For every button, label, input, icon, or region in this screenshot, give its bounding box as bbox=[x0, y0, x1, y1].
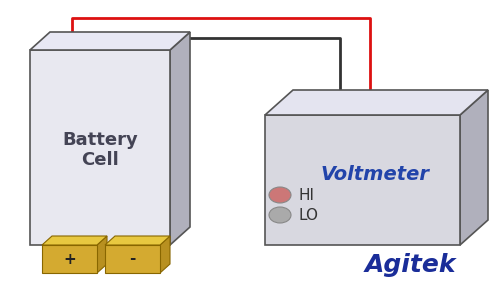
Text: +: + bbox=[63, 251, 76, 266]
Polygon shape bbox=[30, 50, 170, 245]
Polygon shape bbox=[42, 236, 107, 245]
Text: Voltmeter: Voltmeter bbox=[320, 166, 430, 184]
Polygon shape bbox=[265, 115, 460, 245]
Polygon shape bbox=[105, 245, 160, 273]
Ellipse shape bbox=[269, 187, 291, 203]
Polygon shape bbox=[265, 90, 488, 115]
Polygon shape bbox=[160, 236, 170, 273]
Polygon shape bbox=[170, 32, 190, 245]
Text: Agitek: Agitek bbox=[364, 253, 456, 277]
Polygon shape bbox=[460, 90, 488, 245]
Polygon shape bbox=[42, 245, 97, 273]
Text: LO: LO bbox=[298, 208, 318, 223]
Text: -: - bbox=[130, 251, 136, 266]
Text: HI: HI bbox=[298, 188, 314, 202]
Text: Battery
Cell: Battery Cell bbox=[62, 130, 138, 170]
Ellipse shape bbox=[269, 207, 291, 223]
Polygon shape bbox=[105, 236, 170, 245]
Polygon shape bbox=[97, 236, 107, 273]
Polygon shape bbox=[30, 32, 190, 50]
